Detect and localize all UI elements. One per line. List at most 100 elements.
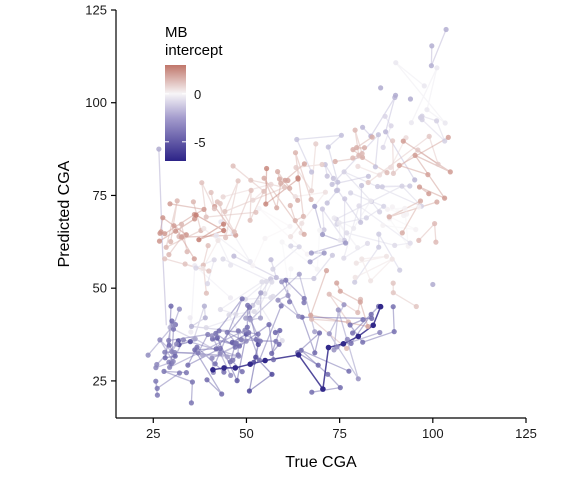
data-point (162, 355, 168, 361)
data-point (264, 165, 270, 172)
data-point (269, 350, 275, 356)
data-point (183, 232, 189, 238)
data-point (356, 152, 362, 158)
data-point (344, 230, 350, 236)
data-point (191, 256, 197, 262)
data-point (278, 180, 284, 186)
data-point (434, 65, 440, 71)
data-point (228, 262, 234, 268)
data-point (347, 322, 353, 328)
data-point (363, 215, 369, 221)
data-point (282, 184, 288, 190)
data-point (162, 256, 168, 262)
data-point (154, 385, 160, 391)
data-point (201, 225, 207, 232)
data-point (333, 188, 340, 194)
data-point (336, 220, 342, 226)
data-point (167, 201, 173, 207)
data-point (338, 132, 344, 138)
data-point (361, 145, 368, 151)
data-point (375, 132, 381, 138)
data-point (329, 181, 335, 187)
data-point (275, 297, 281, 303)
data-point (447, 169, 453, 175)
data-point (319, 231, 326, 238)
data-point (279, 239, 285, 245)
data-point (217, 345, 223, 352)
x-axis-ticks: 25 50 75 100 125 (146, 418, 537, 441)
data-point (313, 141, 319, 147)
data-point (247, 317, 254, 323)
trajectory-line (163, 370, 194, 403)
data-point (426, 191, 432, 197)
data-point (319, 161, 325, 168)
data-point (359, 256, 365, 262)
data-point (270, 266, 276, 272)
data-point (381, 203, 387, 209)
data-point (170, 326, 177, 332)
legend-title-line-1: MB (165, 24, 188, 41)
data-point (292, 150, 299, 156)
data-point (351, 225, 357, 231)
data-point (169, 318, 175, 324)
data-point (321, 250, 327, 256)
data-point (193, 265, 199, 271)
data-point (299, 220, 305, 226)
data-point (250, 197, 256, 203)
data-point (352, 274, 358, 280)
data-point (256, 205, 262, 211)
data-point (324, 200, 330, 206)
data-point (282, 177, 288, 183)
x-tick-label: 100 (422, 426, 444, 441)
data-point (380, 144, 386, 150)
data-point (442, 138, 448, 144)
data-point (388, 123, 394, 129)
data-point (326, 331, 332, 337)
data-point (226, 312, 232, 318)
data-point (344, 345, 350, 351)
data-point (320, 386, 326, 392)
data-point (211, 206, 217, 212)
data-point (258, 290, 264, 296)
data-point (330, 175, 336, 181)
data-point (392, 242, 398, 248)
data-point (273, 274, 279, 281)
data-point (442, 120, 448, 126)
data-point (248, 187, 254, 193)
data-point (206, 268, 212, 274)
data-point (200, 265, 206, 272)
data-point (223, 235, 229, 241)
data-point (168, 239, 174, 245)
data-point (270, 357, 277, 363)
data-point (214, 335, 220, 341)
data-point (296, 271, 302, 277)
data-point (377, 329, 383, 336)
x-tick-label: 75 (332, 426, 346, 441)
data-point (209, 355, 215, 361)
data-point (263, 278, 269, 284)
data-point (323, 268, 330, 274)
trajectory-line (294, 143, 323, 193)
data-point (301, 295, 307, 302)
data-point (357, 299, 363, 305)
data-point (248, 177, 254, 183)
data-point (332, 158, 338, 165)
data-point (166, 252, 172, 258)
y-tick-label: 50 (93, 281, 107, 296)
data-point (377, 303, 384, 310)
data-point (350, 155, 356, 161)
data-point (156, 238, 163, 244)
data-point (279, 338, 285, 344)
y-tick-label: 100 (85, 95, 107, 110)
data-point (176, 306, 182, 312)
data-point (185, 362, 191, 368)
data-point (257, 338, 263, 344)
data-point (337, 288, 343, 294)
data-point (210, 367, 216, 373)
data-point (416, 237, 422, 243)
data-point (215, 237, 221, 244)
data-point (157, 230, 163, 236)
data-point (243, 315, 249, 321)
trajectory-line (248, 344, 273, 393)
data-point (283, 277, 289, 283)
